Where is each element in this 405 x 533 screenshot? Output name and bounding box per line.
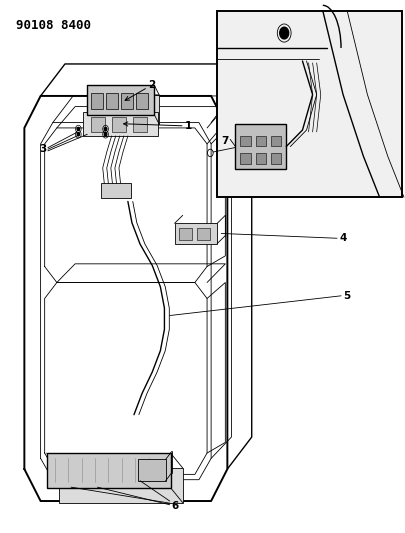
- Bar: [100, 183, 131, 198]
- Circle shape: [104, 133, 107, 136]
- Bar: [255, 153, 265, 164]
- Bar: [90, 117, 104, 132]
- Bar: [271, 153, 281, 164]
- Bar: [121, 93, 132, 109]
- Bar: [83, 112, 158, 136]
- Text: 3: 3: [39, 144, 46, 154]
- Bar: [136, 93, 147, 109]
- Bar: [174, 223, 217, 244]
- Bar: [178, 228, 191, 240]
- Circle shape: [77, 133, 79, 136]
- Bar: [196, 228, 209, 240]
- Bar: [106, 93, 117, 109]
- Text: 2: 2: [125, 80, 155, 100]
- Bar: [92, 95, 159, 124]
- Text: 1: 1: [124, 121, 192, 131]
- Bar: [47, 453, 170, 488]
- Bar: [235, 124, 286, 169]
- Text: 7: 7: [220, 136, 228, 146]
- Circle shape: [77, 127, 79, 131]
- Bar: [59, 468, 182, 503]
- Bar: [132, 117, 147, 132]
- Bar: [111, 117, 126, 132]
- Text: 5: 5: [343, 291, 350, 301]
- Bar: [138, 459, 165, 481]
- Bar: [240, 153, 250, 164]
- Circle shape: [104, 127, 107, 131]
- Bar: [271, 135, 281, 146]
- Text: 4: 4: [339, 233, 346, 243]
- Bar: [217, 11, 401, 197]
- Text: 6: 6: [171, 502, 178, 511]
- Bar: [240, 135, 250, 146]
- Text: 90108 8400: 90108 8400: [16, 19, 91, 31]
- Circle shape: [279, 27, 288, 39]
- Bar: [255, 135, 265, 146]
- Bar: [91, 93, 102, 109]
- Bar: [87, 85, 154, 115]
